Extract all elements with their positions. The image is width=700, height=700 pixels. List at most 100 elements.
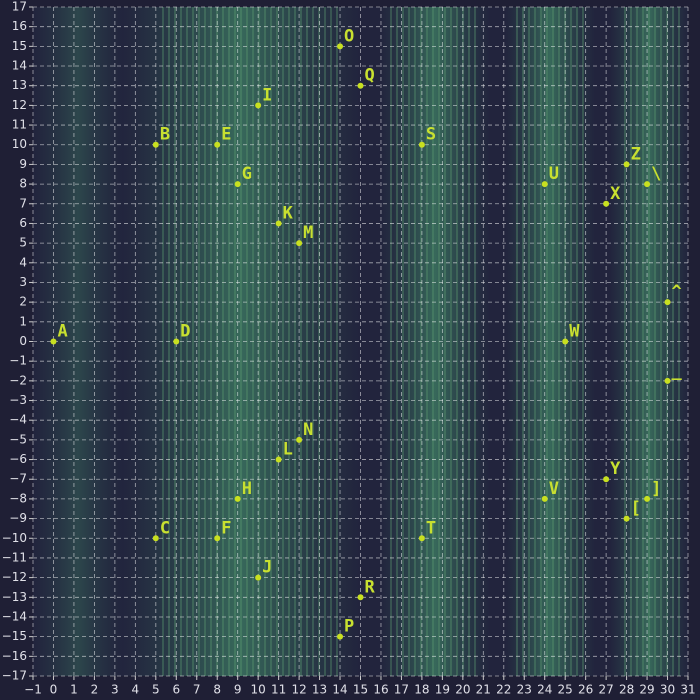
x-tick-label: 5 [152,683,160,697]
y-tick-label: 8 [19,177,27,191]
x-tick-label: 25 [558,683,573,697]
x-tick-label: 7 [193,683,201,697]
point [603,200,610,207]
point [664,377,671,384]
y-tick-label: −9 [9,511,27,525]
x-tick-label: −1 [24,683,42,697]
point [357,82,364,89]
x-tick-label: 16 [373,683,388,697]
point [275,220,282,227]
point-label: M [303,223,313,243]
y-tick-label: 11 [12,118,27,132]
point [152,535,159,542]
point-label: C [160,518,170,538]
point-label: P [344,617,354,637]
point-label: L [283,440,293,460]
x-tick-label: 29 [639,683,654,697]
y-tick-label: −13 [2,590,27,604]
point [255,574,262,581]
x-tick-label: 21 [476,683,491,697]
point [234,181,241,188]
x-tick-label: 27 [598,683,613,697]
y-tick-label: 7 [19,196,27,210]
point-label: X [610,184,621,204]
y-tick-label: 13 [12,78,27,92]
y-tick-label: 17 [12,0,27,14]
point [173,338,180,345]
y-tick-label: −15 [2,629,27,643]
x-tick-label: 30 [660,683,675,697]
y-tick-label: 10 [12,137,27,151]
y-tick-label: 12 [12,98,27,112]
y-tick-label: −17 [2,669,27,683]
y-tick-label: 14 [12,59,27,73]
point [664,299,671,306]
point [418,535,425,542]
x-tick-label: 4 [132,683,140,697]
x-tick-label: 15 [353,683,368,697]
point-label: B [160,125,170,145]
x-tick-label: 26 [578,683,593,697]
y-tick-label: −10 [2,531,27,545]
point-label: O [344,26,354,46]
point [623,515,630,522]
point-label: Y [610,459,621,479]
point-label: J [262,558,272,578]
x-tick-label: 8 [213,683,221,697]
x-tick-label: 0 [50,683,58,697]
point-label: G [242,164,252,184]
y-tick-label: −6 [9,452,27,466]
x-tick-label: 22 [496,683,511,697]
point-label: T [426,518,436,538]
y-tick-label: 2 [19,295,27,309]
point [418,141,425,148]
point [541,495,548,502]
y-tick-label: 4 [19,255,27,269]
point [337,43,344,50]
y-tick-label: −4 [9,413,27,427]
point [603,476,610,483]
point [644,495,651,502]
point [50,338,57,345]
y-tick-label: −3 [9,393,27,407]
point-label: H [242,479,252,499]
point-label: ] [651,479,661,499]
point-label: A [57,322,67,342]
point [337,633,344,640]
point [562,338,569,345]
y-tick-label: −16 [2,649,27,663]
point [623,161,630,168]
point-label: _ [672,361,683,381]
x-tick-label: 18 [414,683,429,697]
x-tick-label: 10 [251,683,266,697]
x-tick-label: 13 [312,683,327,697]
point-label: N [303,420,313,440]
x-tick-label: 12 [291,683,306,697]
point [296,436,303,443]
y-tick-label: 16 [12,19,27,33]
x-tick-label: 23 [517,683,532,697]
point [357,594,364,601]
x-tick-label: 31 [680,683,695,697]
point-label: W [569,322,580,342]
point-label: Q [365,66,375,86]
x-tick-label: 28 [619,683,634,697]
point-label: E [221,125,231,145]
y-tick-label: 1 [19,314,27,328]
point-label: ^ [672,282,682,302]
point-label: U [549,164,559,184]
point [214,535,221,542]
x-tick-label: 24 [537,683,552,697]
y-tick-label: 5 [19,236,27,250]
point-label: [ [631,499,641,519]
y-tick-label: −7 [9,472,27,486]
x-tick-label: 17 [394,683,409,697]
x-tick-label: 20 [455,683,470,697]
y-tick-label: −1 [9,354,27,368]
x-tick-label: 1 [70,683,78,697]
y-tick-label: −2 [9,373,27,387]
point [296,240,303,247]
x-tick-label: 14 [332,683,347,697]
x-tick-label: 3 [111,683,119,697]
